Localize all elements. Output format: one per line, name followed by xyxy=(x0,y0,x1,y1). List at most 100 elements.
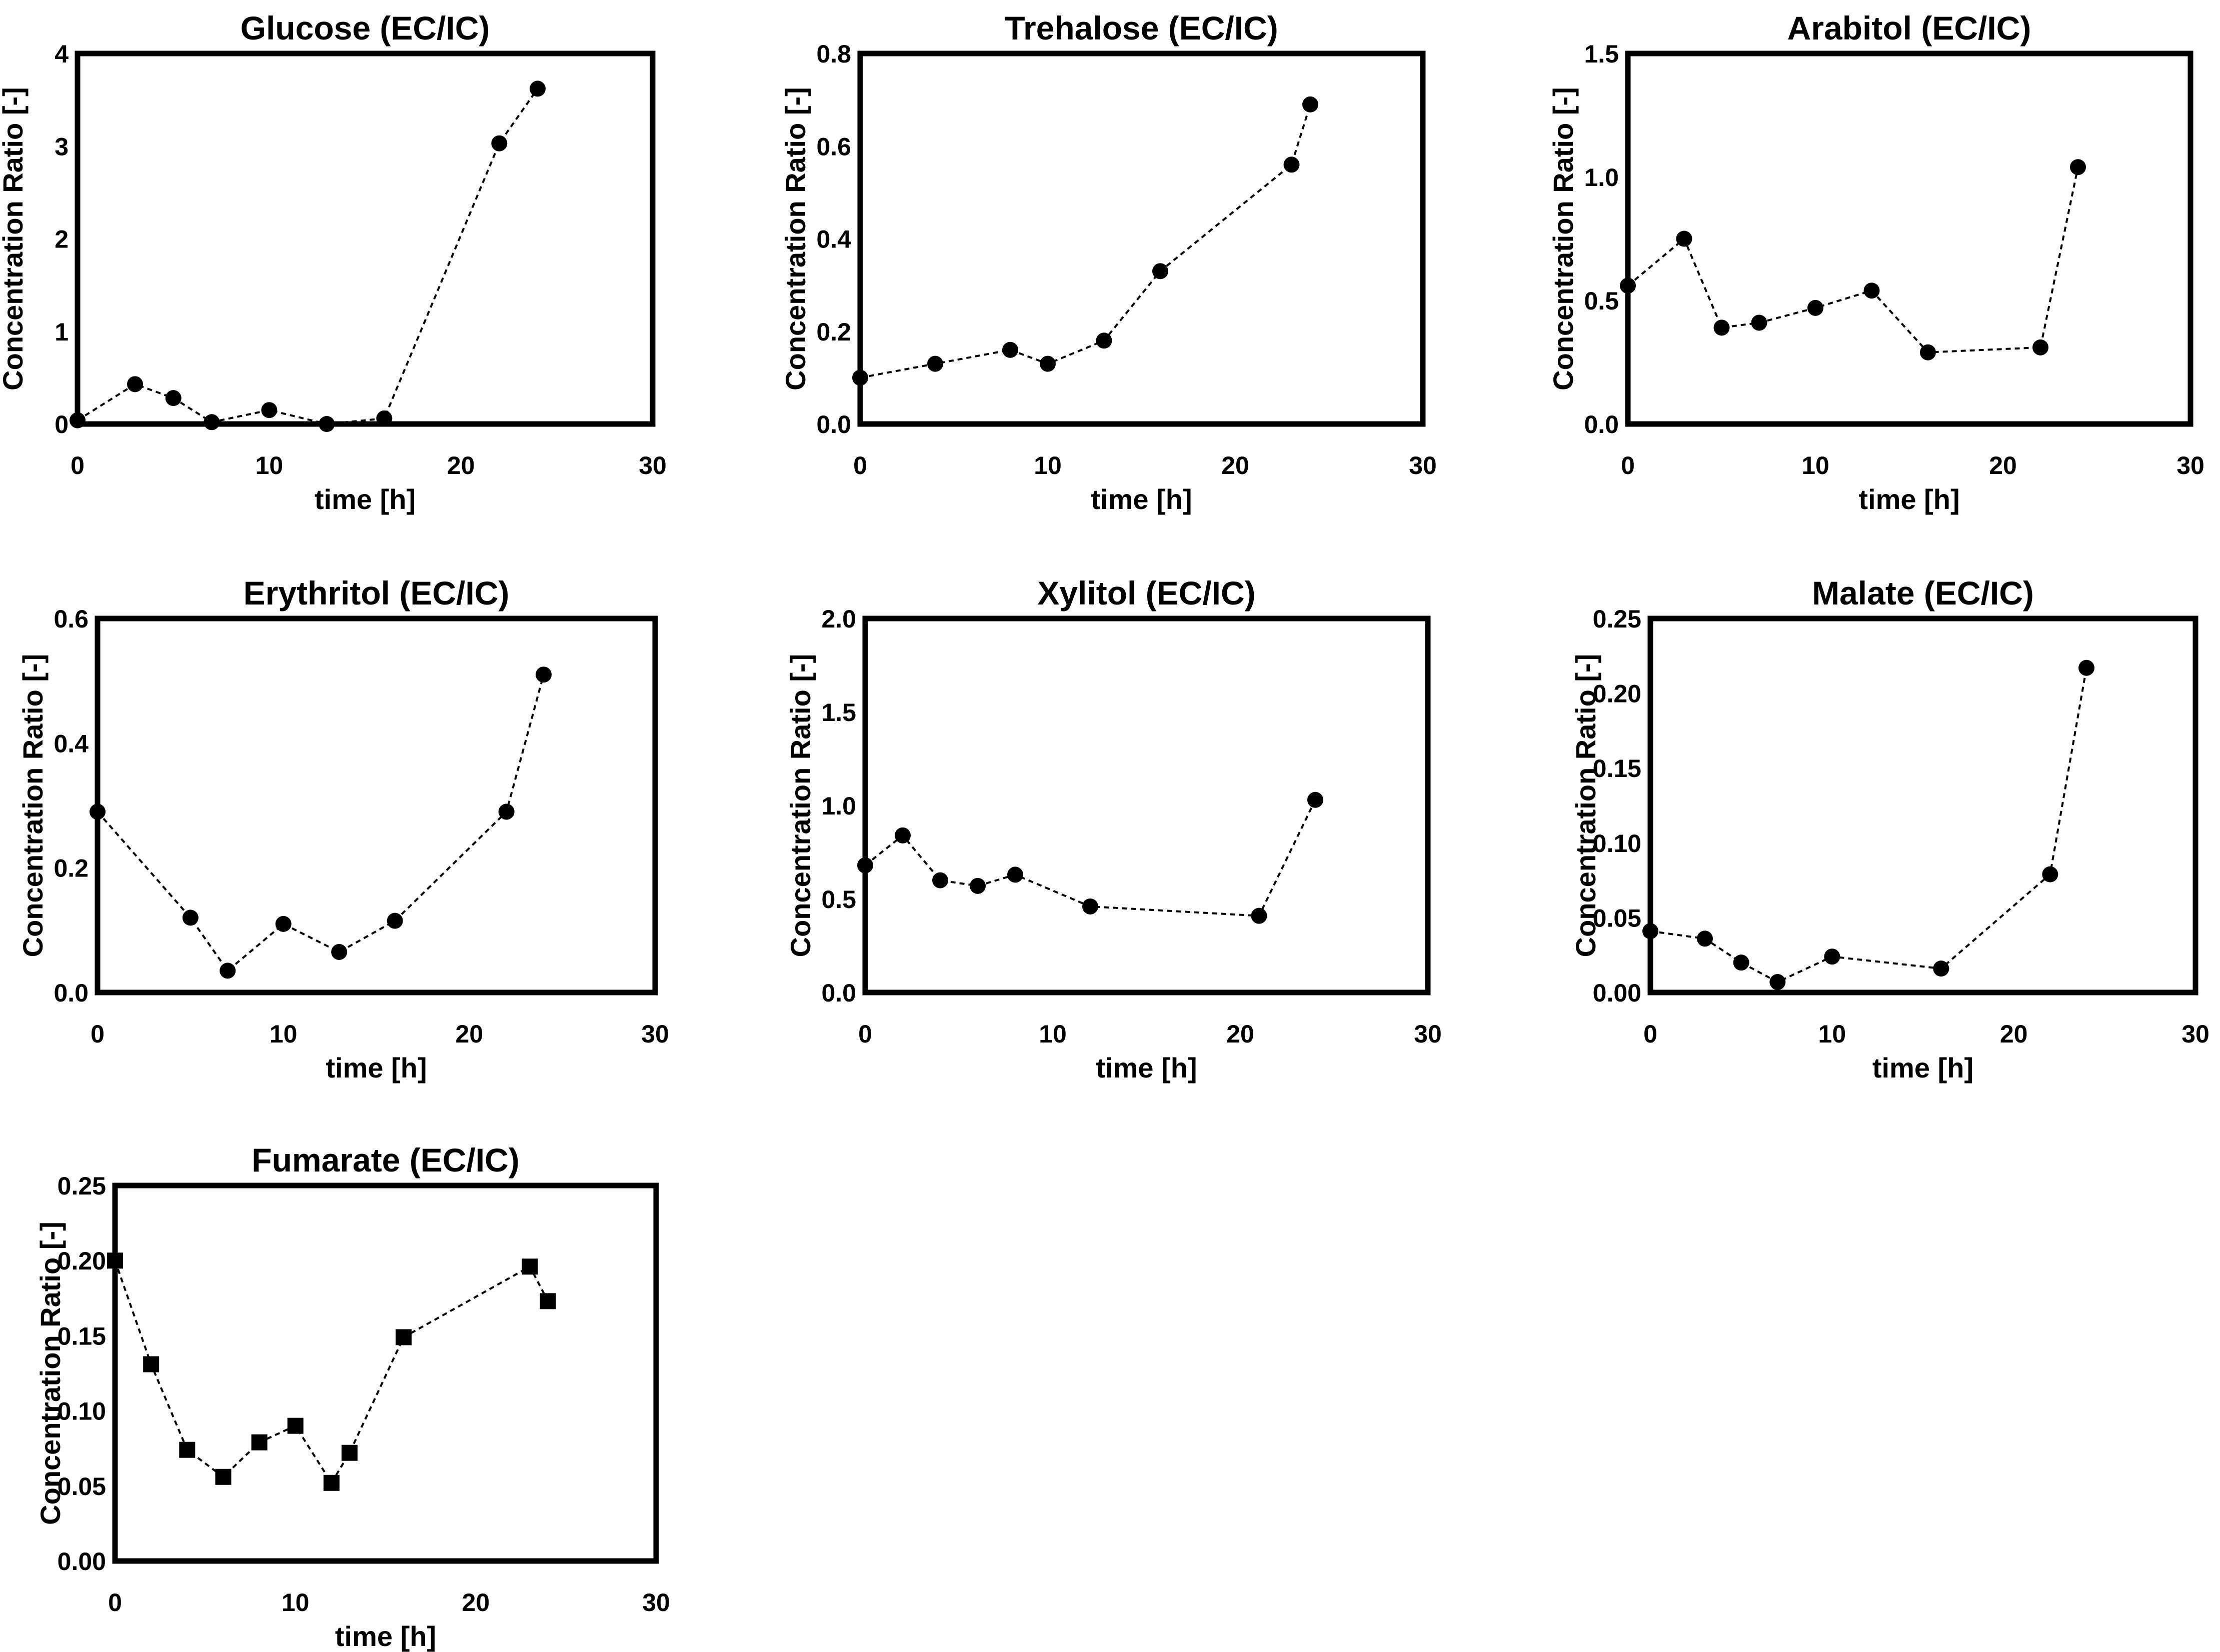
x-tick-label: 0 xyxy=(108,1588,122,1616)
y-tick-label: 0.6 xyxy=(54,605,89,633)
chart-panel: Arabitol (EC/IC) time [h] Concentration Ra… xyxy=(1547,10,2204,515)
x-tick-label: 0 xyxy=(1643,1020,1657,1048)
x-axis-label: time [h] xyxy=(335,1620,436,1652)
data-point xyxy=(852,370,868,386)
y-tick-label: 0.5 xyxy=(821,886,856,914)
chart-title: Fumarate (EC/IC) xyxy=(252,1142,519,1178)
y-axis-label: Concentration Ratio [-] xyxy=(0,87,29,390)
data-point xyxy=(970,878,986,894)
data-point xyxy=(530,80,546,97)
x-tick-label: 10 xyxy=(1039,1020,1067,1048)
data-point xyxy=(319,416,335,432)
data-point xyxy=(1751,314,1767,331)
x-axis-label: time [h] xyxy=(1872,1052,1973,1084)
x-tick-label: 30 xyxy=(639,452,667,480)
y-tick-label: 0.2 xyxy=(54,854,89,882)
data-point xyxy=(927,356,943,372)
data-point xyxy=(165,390,182,406)
y-tick-label: 1.0 xyxy=(821,792,856,820)
plot-frame xyxy=(857,50,1426,427)
x-tick-label: 10 xyxy=(270,1020,298,1048)
data-point xyxy=(215,1468,232,1485)
data-point xyxy=(1733,954,1749,971)
x-tick-label: 30 xyxy=(1414,1020,1442,1048)
y-tick-label: 0.25 xyxy=(1593,605,1641,633)
y-tick-label: 2 xyxy=(55,226,69,254)
y-tick-label: 0.00 xyxy=(1593,979,1641,1007)
data-point xyxy=(1082,898,1098,914)
data-point xyxy=(1807,300,1823,316)
series-line xyxy=(860,104,1311,379)
x-tick-label: 20 xyxy=(1989,452,2017,480)
chart-panel: Glucose (EC/IC) time [h] Concentration Rat… xyxy=(0,10,667,515)
y-tick-label: 0.5 xyxy=(1584,287,1619,315)
chart-panel: Fumarate (EC/IC) time [h] Concentration Ra… xyxy=(35,1142,670,1652)
x-tick-label: 30 xyxy=(642,1588,670,1616)
y-tick-label: 0.4 xyxy=(816,226,851,254)
data-point xyxy=(932,872,948,888)
plot-frame xyxy=(95,616,658,996)
x-axis-label: time [h] xyxy=(1096,1052,1197,1084)
data-point xyxy=(1620,278,1636,294)
data-point xyxy=(1769,974,1786,990)
x-tick-label: 30 xyxy=(641,1020,669,1048)
x-tick-label: 30 xyxy=(1409,452,1437,480)
data-point xyxy=(261,402,278,418)
plot-frame xyxy=(1625,50,2193,427)
y-tick-label: 0.0 xyxy=(816,410,851,438)
chart-panel: Trehalose (EC/IC) time [h] Concentration R… xyxy=(780,10,1437,515)
y-tick-label: 0.8 xyxy=(816,40,851,68)
y-tick-label: 0.10 xyxy=(58,1398,106,1426)
x-axis-label: time [h] xyxy=(315,484,416,515)
y-tick-label: 1.5 xyxy=(1584,40,1619,68)
data-point xyxy=(220,962,236,979)
y-tick-label: 1 xyxy=(55,318,69,346)
y-tick-label: 0.20 xyxy=(58,1247,106,1275)
data-point xyxy=(1302,96,1318,112)
x-tick-label: 30 xyxy=(2181,1020,2209,1048)
chart-title: Erythritol (EC/IC) xyxy=(244,574,510,612)
data-point xyxy=(143,1356,160,1372)
series-line xyxy=(864,799,1316,917)
x-tick-label: 10 xyxy=(282,1588,310,1616)
chart-panel: Erythritol (EC/IC) time [h] Concentration … xyxy=(17,574,669,1084)
data-point xyxy=(1642,923,1658,940)
plot-frame xyxy=(862,616,1431,996)
series-line xyxy=(77,88,539,426)
y-tick-label: 0.05 xyxy=(58,1472,106,1500)
x-axis-label: time [h] xyxy=(1091,484,1192,515)
data-point xyxy=(540,1293,556,1310)
data-point xyxy=(179,1442,196,1458)
y-tick-label: 4 xyxy=(55,40,69,68)
data-point xyxy=(2032,339,2048,356)
data-point xyxy=(287,1418,304,1434)
data-point xyxy=(1676,230,1692,247)
chart-title: Arabitol (EC/IC) xyxy=(1787,10,2031,46)
series-line xyxy=(97,674,545,972)
data-point xyxy=(1920,344,1936,360)
data-point xyxy=(895,827,911,844)
data-point xyxy=(376,410,393,426)
data-point xyxy=(1007,866,1023,883)
data-point xyxy=(1863,282,1880,299)
y-tick-label: 0.4 xyxy=(54,730,89,758)
data-point xyxy=(1152,263,1168,280)
y-axis-label: Concentration Ratio [-] xyxy=(1570,654,1601,958)
x-tick-label: 0 xyxy=(91,1020,105,1048)
data-point xyxy=(204,414,220,430)
y-tick-label: 0.00 xyxy=(58,1548,106,1576)
data-point xyxy=(396,1329,412,1346)
y-tick-label: 0.0 xyxy=(1584,410,1619,438)
x-tick-label: 10 xyxy=(1818,1020,1846,1048)
chart-title: Malate (EC/IC) xyxy=(1812,574,2034,612)
x-tick-label: 20 xyxy=(1226,1020,1254,1048)
y-tick-label: 0.10 xyxy=(1593,830,1641,858)
y-axis-label: Concentration Ratio [-] xyxy=(17,654,49,958)
data-point xyxy=(1933,960,1949,977)
data-point xyxy=(90,804,106,820)
x-tick-label: 0 xyxy=(1621,452,1635,480)
x-axis-label: time [h] xyxy=(326,1052,427,1084)
x-tick-label: 0 xyxy=(853,452,867,480)
data-point xyxy=(2070,159,2086,176)
data-point xyxy=(1002,342,1018,358)
